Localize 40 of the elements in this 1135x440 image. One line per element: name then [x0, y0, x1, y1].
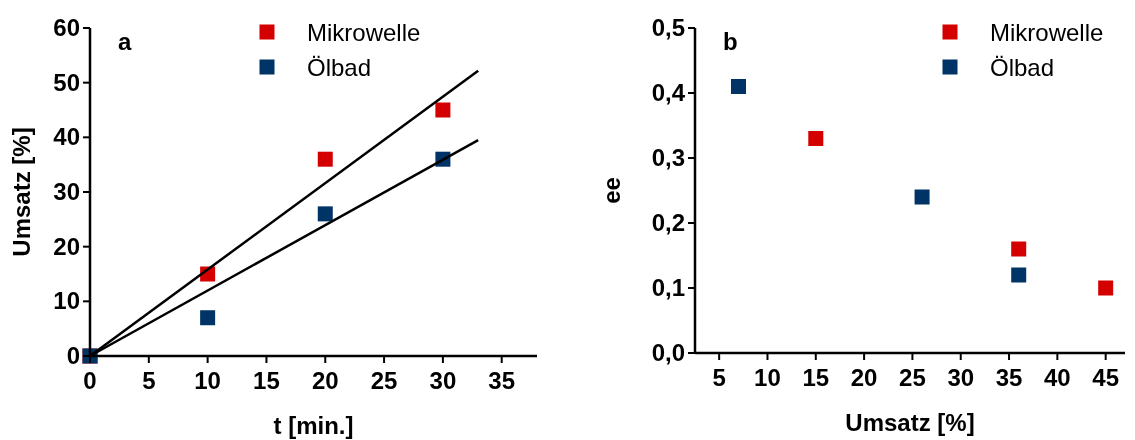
y-tick-label: 50 — [53, 68, 80, 96]
x-tick-label: 45 — [1092, 364, 1120, 391]
y-tick-label: 0,1 — [651, 274, 685, 301]
y-tick-label: 0 — [66, 342, 80, 369]
x-tick-label: 25 — [899, 364, 926, 391]
x-tick-label: 35 — [488, 367, 516, 394]
y-tick-label: 0,3 — [651, 144, 685, 171]
x-tick-label: 10 — [754, 364, 781, 391]
y-tick-label: 0,4 — [651, 79, 686, 106]
annotation: b — [723, 28, 738, 55]
x-tick-label: 20 — [311, 367, 339, 394]
x-axis-title: Umsatz [%] — [845, 409, 975, 436]
annotation: a — [118, 28, 132, 55]
y-tick-label: 60 — [53, 14, 80, 41]
y-tick-label: 30 — [53, 178, 80, 205]
x-tick-label: 35 — [995, 364, 1023, 391]
x-tick-label: 30 — [429, 367, 457, 394]
x-tick-label: 5 — [712, 364, 726, 391]
x-tick-label: 15 — [253, 367, 280, 394]
y-axis-title: ee — [598, 177, 625, 204]
y-axis-title: Umsatz [%] — [8, 127, 35, 257]
y-tick-label: 40 — [53, 123, 80, 151]
x-tick-label: 5 — [142, 367, 156, 394]
y-tick-label: 0,0 — [651, 339, 685, 366]
y-tick-label: 20 — [53, 232, 80, 260]
y-tick-label: 10 — [53, 287, 80, 315]
y-tick-label: 0,2 — [651, 209, 685, 236]
x-tick-label: 30 — [947, 364, 975, 391]
x-tick-label: 0 — [83, 367, 97, 394]
x-tick-label: 10 — [194, 367, 221, 394]
legend-label: Ölbad — [307, 54, 372, 81]
x-tick-label: 20 — [850, 364, 878, 391]
x-axis-title: t [min.] — [273, 412, 354, 439]
x-tick-label: 25 — [370, 367, 398, 394]
y-tick-label: 0,5 — [651, 14, 685, 41]
x-tick-label: 15 — [802, 364, 830, 391]
x-tick-label: 40 — [1044, 364, 1071, 391]
legend-label: Ölbad — [990, 54, 1055, 81]
legend-label: Mikrowelle — [307, 19, 421, 46]
legend-label: Mikrowelle — [990, 19, 1104, 46]
